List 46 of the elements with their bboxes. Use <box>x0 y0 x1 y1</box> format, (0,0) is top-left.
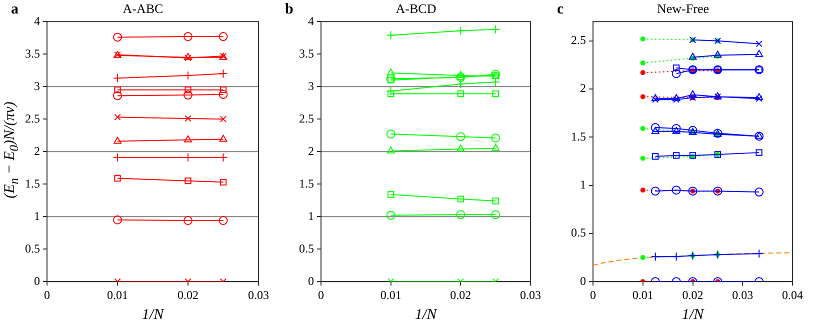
y-tick-label: 0 <box>580 274 586 288</box>
x-tick-label: 0.02 <box>450 288 472 302</box>
y-tick-label: 3.5 <box>299 46 314 60</box>
x-tick-label: 0.01 <box>632 288 654 302</box>
y-tick-label: 1 <box>308 208 314 223</box>
x-tick-label: 0.01 <box>107 288 128 302</box>
x-tick-label: 0.04 <box>782 288 803 302</box>
x-tick-label: 0 <box>44 288 50 302</box>
y-tick-label: 1 <box>34 208 40 223</box>
x-tick-label: 0.03 <box>732 288 754 302</box>
y-tick-label: 2 <box>34 144 40 158</box>
y-tick-label: 3.5 <box>25 46 40 60</box>
y-tick-label: 0.5 <box>299 241 314 256</box>
x-tick-label: 0.02 <box>178 288 198 302</box>
y-tick-label: 0.5 <box>25 241 40 256</box>
text: a <box>11 1 19 18</box>
x-tick-label: 0 <box>590 288 596 302</box>
text: c <box>557 1 564 18</box>
x-tick-label: 0.02 <box>682 288 704 302</box>
chart-title: New-Free <box>657 1 710 16</box>
y-tick-label: 3 <box>308 78 314 93</box>
x-tick-label: 0.01 <box>380 288 402 302</box>
y-tick-label: 0 <box>34 274 40 288</box>
x-axis-title: 1/N <box>414 306 438 323</box>
y-tick-label: 2 <box>580 81 586 96</box>
y-tick-label: 1 <box>580 177 586 192</box>
y-tick-label: 2.5 <box>25 111 40 126</box>
chart-title: A-BCD <box>396 1 436 16</box>
y-tick-label: 4 <box>34 14 40 28</box>
chart-title: A-ABC <box>122 1 164 16</box>
y-tick-label: 1.5 <box>25 176 40 190</box>
y-tick-label: 2.5 <box>571 33 586 48</box>
y-tick-label: 1.5 <box>299 176 314 190</box>
y-tick-label: 0 <box>308 274 314 288</box>
y-tick-label: 1.5 <box>571 129 586 144</box>
y-tick-label: 2 <box>308 144 314 158</box>
y-tick-label: 4 <box>308 14 314 28</box>
y-tick-label: 2.5 <box>299 111 314 126</box>
x-tick-label: 0 <box>318 288 324 302</box>
text: b <box>285 1 294 18</box>
y-tick-label: 0.5 <box>571 226 586 240</box>
y-tick-label: 3 <box>34 78 40 93</box>
x-axis-title: 1/N <box>142 306 165 323</box>
x-tick-label: 0.03 <box>520 288 541 302</box>
x-axis-title: 1/N <box>682 306 705 323</box>
x-tick-label: 0.03 <box>248 288 269 302</box>
